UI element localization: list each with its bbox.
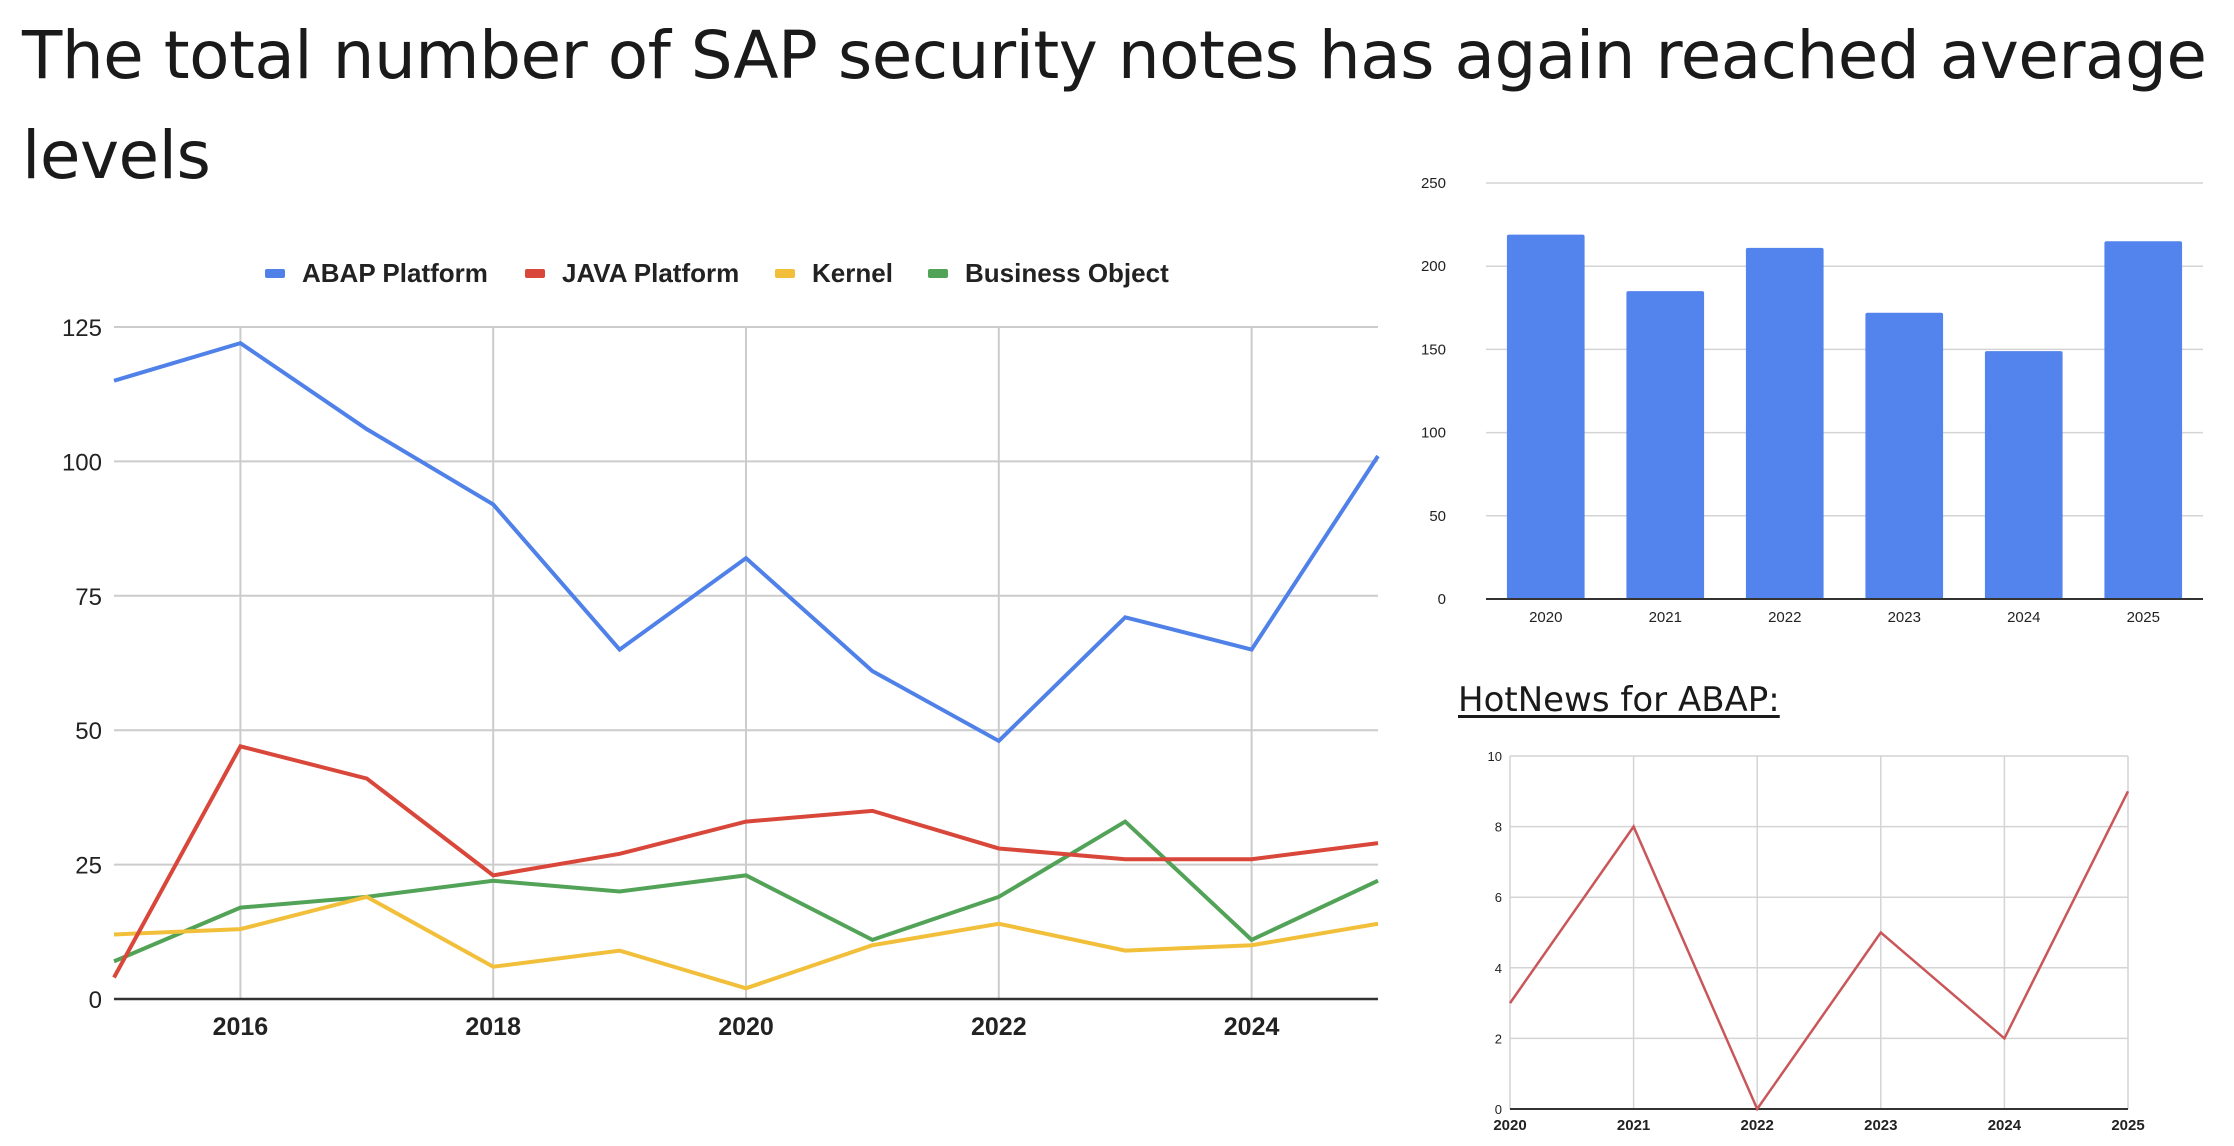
y-tick-label: 10: [1488, 749, 1502, 764]
bar: [1984, 351, 2063, 599]
y-tick-label: 50: [75, 718, 102, 745]
legend-label: ABAP Platform: [302, 258, 488, 288]
x-tick-label: 2016: [213, 1013, 269, 1041]
bar: [1626, 291, 1705, 599]
bar: [1865, 312, 1944, 599]
y-tick-label: 6: [1495, 890, 1502, 905]
y-tick-label: 0: [1495, 1102, 1502, 1117]
legend-label: JAVA Platform: [562, 258, 739, 288]
x-tick-label: 2024: [1224, 1013, 1280, 1041]
y-tick-label: 50: [1429, 508, 1446, 525]
x-tick-label: 2023: [1864, 1117, 1897, 1134]
x-tick-label: 2020: [718, 1013, 774, 1041]
series-line-abap-platform: [113, 340, 1380, 744]
x-tick-label: 2021: [1649, 609, 1682, 626]
y-tick-label: 100: [1421, 425, 1446, 442]
series-line-java-platform: [112, 744, 1379, 979]
x-tick-label: 2018: [465, 1013, 521, 1041]
series-line-hotnews: [1508, 790, 2130, 1112]
legend-label: Kernel: [812, 258, 893, 288]
y-tick-label: 200: [1421, 258, 1446, 275]
x-tick-label: 2024: [2007, 609, 2040, 626]
y-tick-label: 250: [1421, 175, 1446, 192]
y-tick-label: 125: [62, 315, 102, 342]
bar: [2104, 241, 2183, 600]
y-tick-label: 25: [75, 853, 102, 880]
x-tick-label: 2023: [1888, 609, 1921, 626]
x-tick-label: 2025: [2127, 609, 2160, 626]
x-tick-label: 2022: [1768, 609, 1801, 626]
y-tick-label: 0: [1438, 591, 1446, 608]
x-tick-label: 2024: [1988, 1117, 2022, 1134]
page-title: The total number of SAP security notes h…: [22, 17, 2207, 194]
legend-swatch: [525, 269, 545, 278]
x-tick-label: 2022: [1741, 1117, 1774, 1134]
legend-swatch: [265, 269, 285, 278]
legend-label: Business Object: [965, 258, 1169, 288]
x-tick-label: 2020: [1493, 1117, 1526, 1134]
bar: [1745, 247, 1824, 599]
series-line-kernel: [113, 894, 1379, 991]
legend-swatch: [775, 269, 795, 278]
bar: [1506, 234, 1585, 600]
y-tick-label: 100: [62, 449, 102, 476]
x-tick-label: 2022: [971, 1013, 1027, 1041]
legend-swatch: [928, 269, 948, 278]
y-tick-label: 4: [1495, 961, 1502, 976]
y-tick-label: 2: [1495, 1031, 1502, 1046]
y-tick-label: 150: [1421, 341, 1446, 358]
y-tick-label: 0: [89, 987, 102, 1014]
y-tick-label: 8: [1495, 820, 1502, 835]
hotnews-title: HotNews for ABAP:: [1458, 680, 1780, 720]
x-tick-label: 2020: [1529, 609, 1562, 626]
x-tick-label: 2025: [2111, 1117, 2144, 1134]
x-tick-label: 2021: [1617, 1117, 1650, 1134]
y-tick-label: 75: [75, 584, 102, 611]
